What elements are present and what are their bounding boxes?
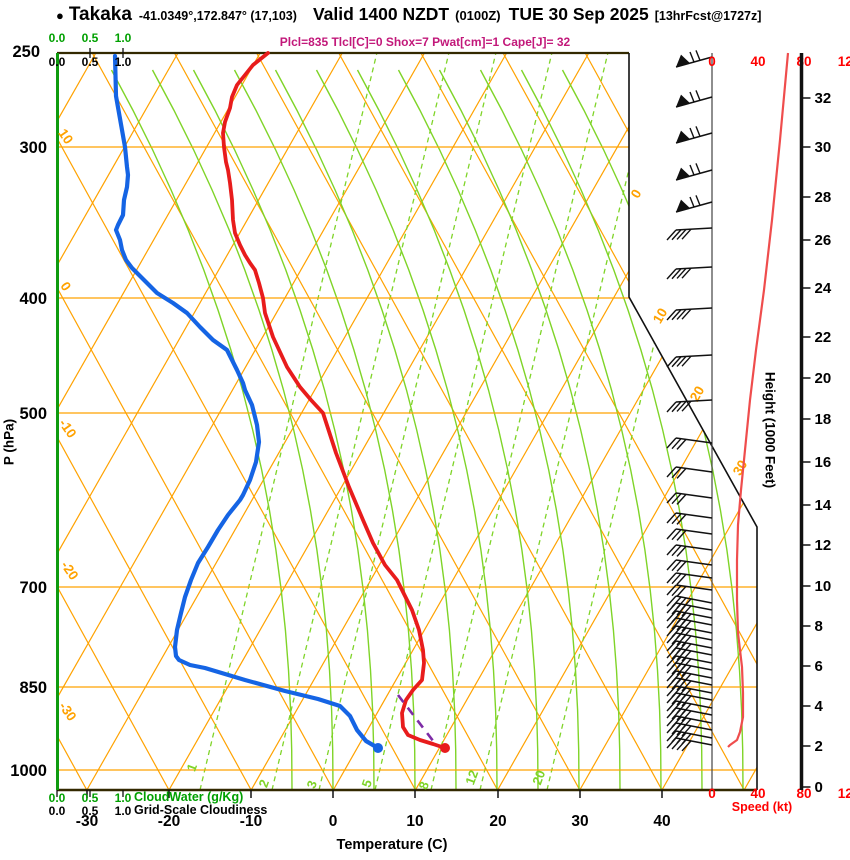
svg-text:30: 30: [730, 457, 751, 478]
wind-speed-profile: [727, 52, 790, 748]
pressure-axis: 250 300 400 500 700 850 1000: [10, 43, 47, 780]
scale-value: 0.0: [48, 804, 66, 818]
cloudiness-axis-title: Grid-Scale Cloudiness: [134, 803, 268, 817]
svg-text:300: 300: [19, 139, 47, 157]
forecast-run-info: [13hrFcst@1727z]: [654, 9, 762, 23]
svg-text:250: 250: [12, 43, 40, 61]
svg-text:80: 80: [796, 54, 811, 69]
svg-text:20: 20: [687, 383, 708, 404]
svg-text:18: 18: [815, 411, 832, 428]
svg-text:0: 0: [628, 187, 645, 201]
svg-text:40: 40: [750, 54, 765, 69]
svg-text:0: 0: [708, 786, 716, 801]
scale-value: 1.0: [114, 804, 132, 818]
svg-text:10: 10: [815, 578, 832, 595]
svg-text:120: 120: [838, 786, 850, 801]
sounding-curves: [112, 51, 450, 753]
svg-text:-10: -10: [240, 813, 262, 830]
svg-text:8: 8: [815, 618, 823, 635]
svg-text:40: 40: [653, 813, 670, 830]
surface-temperature-dot: [440, 743, 450, 753]
valid-date: TUE 30 Sep 2025: [508, 4, 649, 24]
svg-text:500: 500: [19, 405, 47, 423]
svg-text:0: 0: [329, 813, 338, 830]
parcel-path-dashed: [396, 694, 439, 747]
svg-text:400: 400: [19, 290, 47, 308]
svg-text:26: 26: [815, 232, 832, 249]
svg-text:12: 12: [815, 537, 832, 554]
scale-value: 1.0: [114, 31, 132, 45]
svg-text:20: 20: [529, 768, 548, 787]
svg-text:1000: 1000: [10, 762, 47, 780]
wind-barb-column: 0040408080120120: [666, 50, 850, 801]
svg-text:22: 22: [815, 329, 832, 346]
svg-text:700: 700: [19, 579, 47, 597]
speed-axis-title: Speed (kt): [731, 800, 793, 814]
svg-text:32: 32: [815, 90, 832, 107]
svg-text:30: 30: [571, 813, 588, 830]
svg-text:2: 2: [255, 777, 272, 789]
svg-text:24: 24: [815, 280, 832, 297]
svg-text:30: 30: [815, 139, 832, 156]
cloudwater-axis-title: CloudWater (g/Kg): [134, 790, 244, 804]
temperature-curve: [221, 51, 447, 750]
svg-text:20: 20: [815, 370, 832, 387]
scale-value: 0.5: [81, 804, 99, 818]
svg-text:-10: -10: [56, 416, 79, 441]
dewpoint-curve: [112, 53, 381, 751]
svg-text:10: 10: [55, 126, 76, 147]
scale-value: 0.5: [81, 55, 99, 69]
svg-text:8: 8: [415, 779, 432, 791]
station-bullet-icon: ●: [56, 8, 64, 23]
svg-text:80: 80: [796, 786, 811, 801]
scale-value: 0.5: [81, 791, 99, 805]
svg-text:-30: -30: [76, 813, 98, 830]
plot-border: [56, 51, 758, 792]
scale-value: 1.0: [114, 791, 132, 805]
temperature-axis: -30 -20 -10 0 10 20 30 40: [56, 48, 671, 830]
temperature-axis-title: Temperature (C): [336, 837, 448, 853]
sounding-parameters-line: Plcl=835 Tlcl[C]=0 Shox=7 Pwat[cm]=1 Cap…: [279, 35, 571, 49]
svg-text:20: 20: [489, 813, 506, 830]
svg-text:4: 4: [815, 698, 824, 715]
svg-text:6: 6: [815, 658, 823, 675]
svg-text:0: 0: [815, 779, 823, 796]
svg-text:120: 120: [838, 54, 850, 69]
station-name: Takaka: [68, 4, 132, 25]
svg-text:1: 1: [183, 761, 200, 773]
surface-dewpoint-dot: [373, 743, 383, 753]
title-bar: ● Takaka -41.0349°,172.847° (17,103) Val…: [56, 4, 850, 26]
svg-text:0: 0: [57, 279, 74, 294]
svg-text:-30: -30: [56, 699, 79, 724]
scale-value: 0.0: [48, 791, 66, 805]
zulu-time: (0100Z): [455, 8, 501, 23]
svg-text:14: 14: [815, 497, 832, 514]
height-axis-title: Height (1000 Feet): [762, 371, 778, 489]
svg-text:-20: -20: [158, 813, 180, 830]
svg-text:-20: -20: [58, 558, 81, 583]
svg-text:0: 0: [708, 54, 716, 69]
scale-value: 1.0: [114, 55, 132, 69]
scale-value: 0.0: [48, 31, 66, 45]
station-coordinates: -41.0349°,172.847° (17,103): [138, 9, 297, 23]
svg-text:850: 850: [19, 679, 47, 697]
grid-lines: [57, 53, 757, 790]
scale-value: 0.5: [81, 31, 99, 45]
valid-time: Valid 1400 NZDT: [312, 4, 450, 24]
svg-text:10: 10: [406, 813, 423, 830]
svg-text:40: 40: [750, 786, 765, 801]
svg-text:3: 3: [303, 778, 320, 790]
pressure-axis-title: P (hPa): [1, 418, 17, 466]
svg-text:5: 5: [358, 777, 375, 789]
svg-text:28: 28: [815, 189, 832, 206]
svg-text:10: 10: [650, 305, 671, 326]
svg-text:2: 2: [815, 738, 823, 755]
scale-value: 0.0: [48, 55, 66, 69]
svg-text:12: 12: [462, 768, 481, 787]
svg-text:16: 16: [815, 454, 832, 471]
